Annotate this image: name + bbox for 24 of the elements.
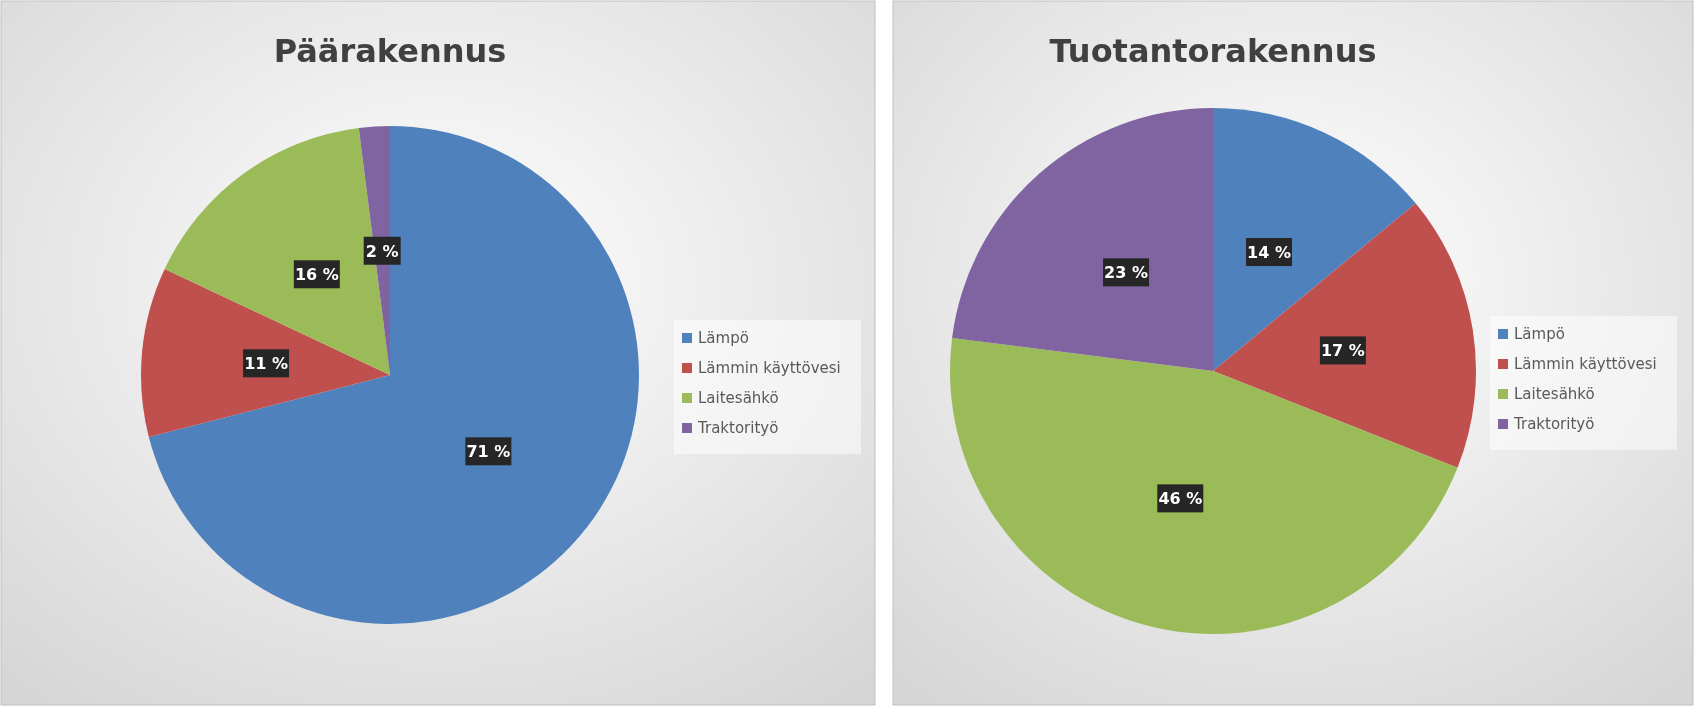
data-label: 71 % (466, 442, 511, 462)
pie-slice (1213, 203, 1476, 468)
data-label: 11 % (244, 354, 288, 374)
data-label: 17 % (1320, 341, 1365, 361)
data-label: 14 % (1247, 243, 1291, 263)
legend-label: Traktorityö (1513, 415, 1595, 433)
pie-slice (148, 126, 639, 624)
pie-slice (141, 268, 390, 437)
legend-label: Lämpö (1514, 325, 1565, 343)
pie-slice (950, 338, 1458, 634)
data-label: 16 % (294, 265, 339, 285)
pie-slice (1213, 108, 1416, 371)
legend-label: Lämpö (698, 329, 749, 347)
pie-slice (952, 108, 1213, 371)
legend-label: Lämmin käyttövesi (698, 359, 841, 377)
chart-title: Päärakennus (273, 32, 507, 70)
chart-title: Tuotantorakennus (1049, 32, 1377, 70)
legend-label: Laitesähkö (698, 389, 779, 407)
data-label: 46 % (1158, 489, 1203, 509)
legend-label: Laitesähkö (1514, 385, 1595, 403)
data-label: 2 % (365, 241, 399, 261)
legend-label: Traktorityö (697, 419, 779, 437)
legend-label: Lämmin käyttövesi (1514, 355, 1657, 373)
data-label: 23 % (1104, 263, 1148, 283)
